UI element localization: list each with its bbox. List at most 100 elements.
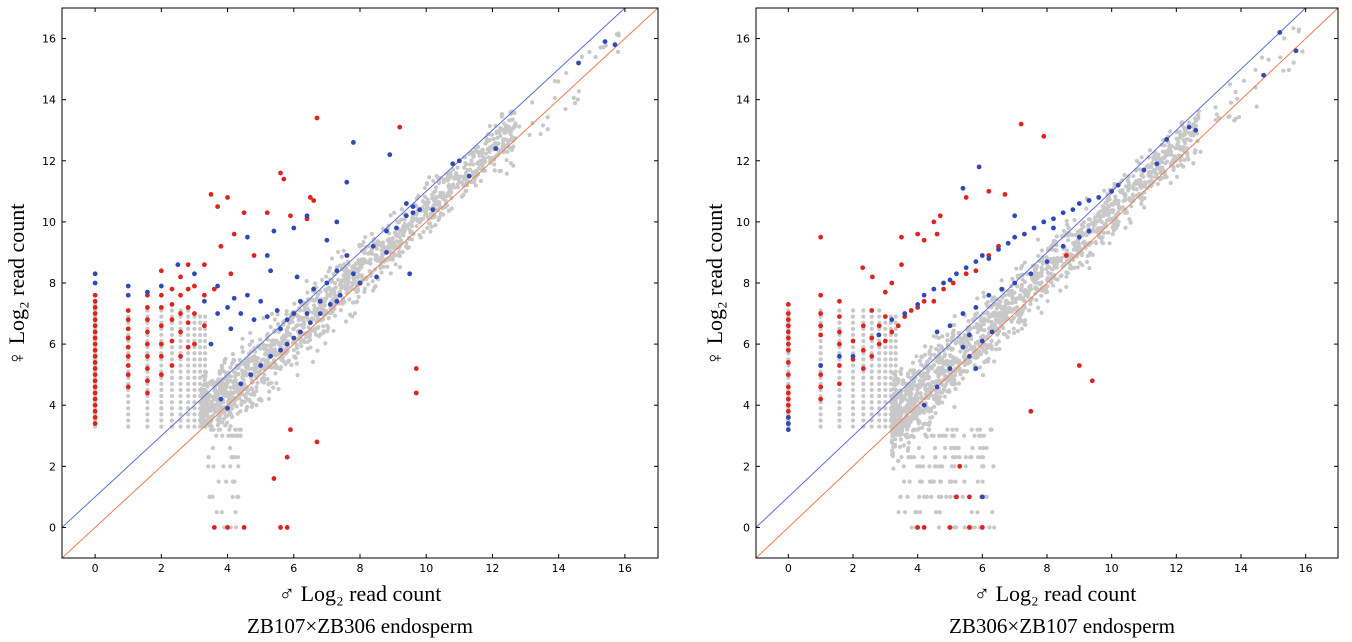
data-point-grey xyxy=(986,356,991,361)
data-point-blue xyxy=(278,347,283,353)
data-point-grey xyxy=(1296,29,1301,34)
data-point-grey xyxy=(305,339,310,345)
x-tick-label: 14 xyxy=(1234,562,1248,575)
data-point-red xyxy=(785,390,791,396)
data-point-grey xyxy=(261,316,266,321)
data-point-blue xyxy=(1109,188,1115,194)
data-point-grey xyxy=(453,175,458,180)
data-point-grey xyxy=(890,370,895,376)
data-point-grey xyxy=(906,445,911,451)
y-tick-label: 16 xyxy=(42,33,56,46)
data-point-grey xyxy=(344,284,349,289)
data-point-grey xyxy=(470,170,475,175)
data-point-grey xyxy=(962,351,967,357)
data-point-grey xyxy=(227,427,232,432)
data-point-grey xyxy=(348,312,353,317)
y-tick-label: 10 xyxy=(736,216,750,229)
data-point-grey xyxy=(861,418,866,423)
data-point-red xyxy=(281,176,287,182)
data-point-grey xyxy=(960,376,966,381)
data-point-grey xyxy=(315,306,321,311)
data-point-grey xyxy=(893,363,898,368)
data-point-grey xyxy=(928,356,933,361)
data-point-red xyxy=(882,338,888,344)
data-point-grey xyxy=(1213,105,1218,110)
data-point-grey xyxy=(223,386,228,391)
data-point-grey xyxy=(422,185,427,190)
data-point-grey xyxy=(991,464,996,469)
data-point-grey xyxy=(201,417,206,422)
data-point-blue xyxy=(384,228,389,234)
data-point-grey xyxy=(240,349,245,354)
data-point-red xyxy=(908,308,914,313)
data-point-grey xyxy=(1084,259,1090,265)
data-point-grey xyxy=(981,433,986,438)
data-point-grey xyxy=(837,320,842,325)
data-point-grey xyxy=(499,111,505,117)
data-point-red xyxy=(413,390,419,396)
data-point-grey xyxy=(989,339,994,344)
data-point-grey xyxy=(1233,116,1238,121)
data-point-blue xyxy=(960,344,966,350)
data-point-grey xyxy=(1005,334,1010,340)
data-point-red xyxy=(860,323,866,329)
data-point-grey xyxy=(850,326,856,331)
data-point-grey xyxy=(1001,331,1006,337)
data-point-grey xyxy=(922,344,928,349)
data-point-red xyxy=(837,314,842,320)
data-point-grey xyxy=(1168,129,1173,134)
data-point-grey xyxy=(1156,156,1161,162)
data-point-blue xyxy=(225,405,230,411)
data-point-grey xyxy=(159,406,164,411)
data-point-grey xyxy=(403,244,409,249)
data-point-grey xyxy=(940,334,945,339)
data-point-red xyxy=(1002,191,1008,197)
data-point-grey xyxy=(898,494,903,499)
data-point-grey xyxy=(1010,276,1015,281)
data-point-red xyxy=(818,292,824,298)
data-point-grey xyxy=(496,152,501,157)
data-point-grey xyxy=(354,287,359,292)
data-point-blue xyxy=(967,353,972,359)
data-point-grey xyxy=(462,155,467,160)
data-point-grey xyxy=(929,494,934,499)
data-point-grey xyxy=(981,464,986,469)
data-point-grey xyxy=(192,375,197,380)
data-point-grey xyxy=(216,407,221,412)
data-point-grey xyxy=(333,285,339,290)
data-point-grey xyxy=(186,381,191,386)
series-blue xyxy=(92,39,618,411)
data-point-grey xyxy=(1011,326,1016,331)
data-point-grey xyxy=(223,356,228,361)
data-point-grey xyxy=(339,286,344,291)
data-point-grey xyxy=(1028,301,1033,307)
data-point-red xyxy=(125,344,131,350)
data-point-grey xyxy=(252,354,257,359)
data-point-grey xyxy=(949,381,954,386)
data-point-grey xyxy=(1022,279,1028,285)
data-point-grey xyxy=(1176,130,1181,135)
data-point-grey xyxy=(487,138,492,143)
data-point-grey xyxy=(818,418,823,423)
data-point-grey xyxy=(969,455,974,460)
data-point-grey xyxy=(374,246,379,251)
data-point-grey xyxy=(266,361,272,366)
data-point-blue xyxy=(215,283,221,289)
data-point-grey xyxy=(916,421,921,426)
data-point-grey xyxy=(202,363,208,368)
data-point-grey xyxy=(883,418,888,423)
data-point-grey xyxy=(369,231,374,237)
data-point-grey xyxy=(197,351,203,356)
data-point-grey xyxy=(238,427,243,432)
data-point-grey xyxy=(461,192,466,197)
data-point-grey xyxy=(998,299,1003,304)
data-point-blue xyxy=(947,366,953,371)
data-point-grey xyxy=(977,365,982,370)
data-point-grey xyxy=(576,89,581,94)
data-point-grey xyxy=(267,349,272,354)
data-point-grey xyxy=(1123,210,1128,215)
data-point-grey xyxy=(437,200,442,205)
data-point-grey xyxy=(202,338,208,344)
data-point-grey xyxy=(360,261,366,266)
data-point-grey xyxy=(910,360,916,365)
